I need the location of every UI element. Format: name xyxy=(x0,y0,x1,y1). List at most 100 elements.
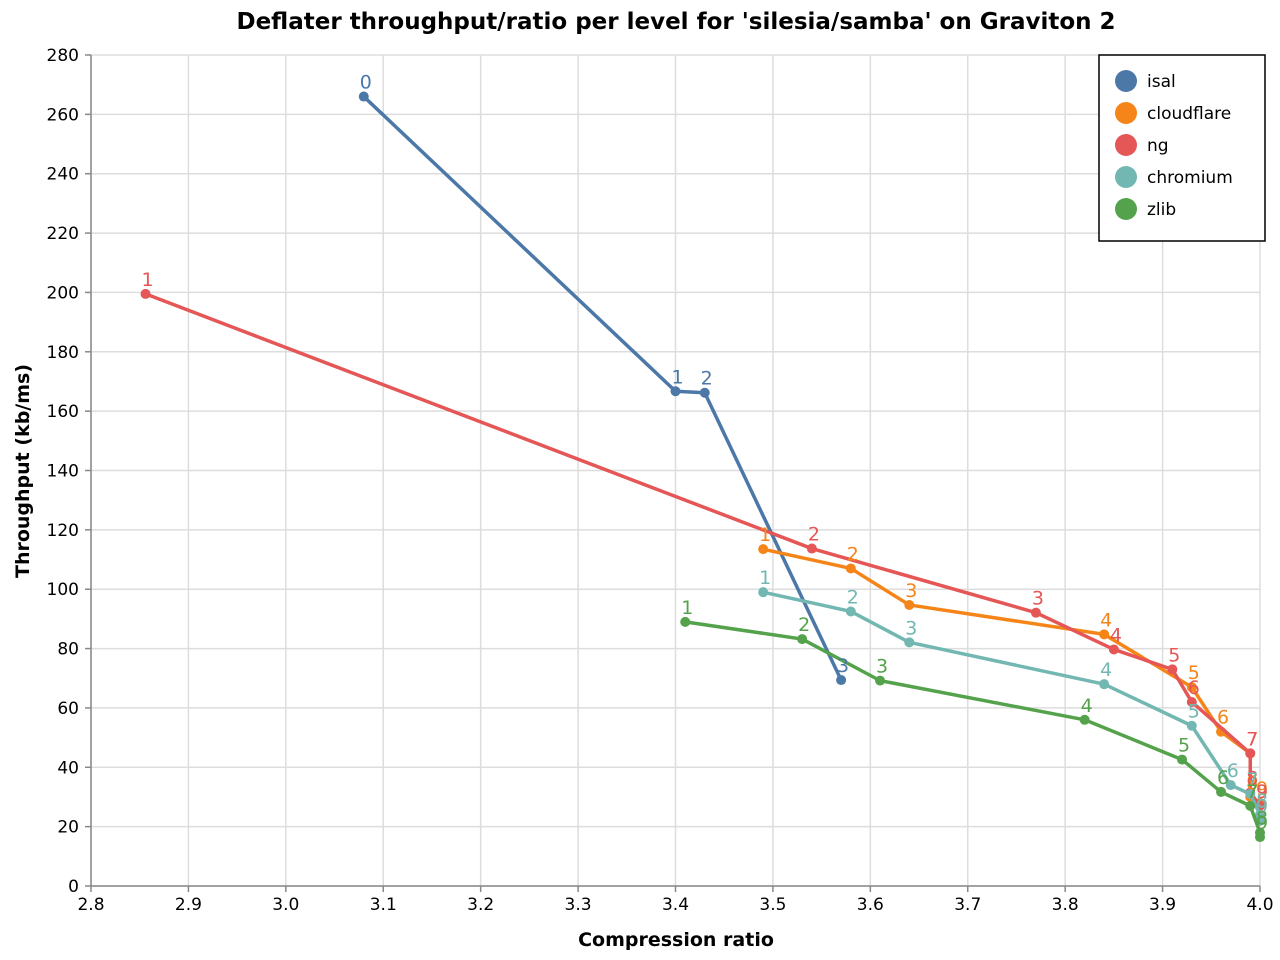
y-axis-title: Throughput (kb/ms) xyxy=(12,364,34,578)
y-tick-label: 180 xyxy=(47,343,79,363)
data-point-isal xyxy=(670,386,681,397)
point-label-ng: 8 xyxy=(1246,768,1258,790)
data-point-ng xyxy=(1030,607,1041,618)
y-tick-label: 140 xyxy=(47,462,79,482)
data-point-chromium xyxy=(1245,788,1256,799)
x-tick-label: 3.7 xyxy=(954,895,981,915)
data-point-chromium xyxy=(758,587,769,598)
data-point-cloudflare xyxy=(904,599,915,610)
data-point-chromium xyxy=(1225,780,1236,791)
data-point-cloudflare xyxy=(758,544,769,555)
y-tick-label: 80 xyxy=(57,640,79,660)
data-point-zlib xyxy=(1245,800,1256,811)
data-point-chromium xyxy=(904,637,915,648)
y-tick-label: 220 xyxy=(47,224,79,244)
point-label-cloudflare: 8 xyxy=(1246,772,1258,794)
data-point-chromium xyxy=(1186,720,1197,731)
data-point-chromium xyxy=(1099,679,1110,690)
point-label-zlib: 7 xyxy=(1246,781,1258,803)
series-zlib xyxy=(680,616,1265,843)
point-label-ng: 9 xyxy=(1256,781,1268,803)
point-label-chromium: 3 xyxy=(905,617,917,639)
point-label-ng: 3 xyxy=(1032,588,1044,610)
data-point-zlib xyxy=(875,675,886,686)
point-label-zlib: 1 xyxy=(681,597,693,619)
axes: 2.8 2.9 3.0 3.1 3.2 3.3 3.4 3.5 3.6 3.7 3.8 3.9 4.0 0… xyxy=(47,46,1274,915)
point-label-chromium: 2 xyxy=(847,586,859,608)
data-point-zlib xyxy=(1216,786,1227,797)
data-point-zlib xyxy=(1177,754,1188,765)
point-label-cloudflare: 4 xyxy=(1100,609,1112,631)
point-label-zlib: 6 xyxy=(1217,767,1229,789)
point-label-chromium: 7 xyxy=(1246,769,1258,791)
legend: isal cloudflare ng chromium zlib xyxy=(1098,54,1266,242)
x-tick-label: 2.9 xyxy=(175,895,202,915)
point-label-cloudflare: 3 xyxy=(905,580,917,602)
y-tick-label: 100 xyxy=(47,580,79,600)
legend-label-isal: isal xyxy=(1147,72,1176,92)
series-isal xyxy=(358,91,847,686)
y-tick-label: 120 xyxy=(47,521,79,541)
data-point-chromium xyxy=(845,606,856,617)
point-label-zlib: 4 xyxy=(1081,695,1093,717)
point-label-chromium: 6 xyxy=(1227,760,1239,782)
point-label-ng: 4 xyxy=(1110,624,1122,646)
data-point-ng xyxy=(1245,748,1256,759)
series-layer xyxy=(140,91,1265,843)
y-tick-label: 200 xyxy=(47,283,79,303)
point-label-zlib: 8 xyxy=(1256,808,1268,830)
point-label-chromium: 8 xyxy=(1256,790,1268,812)
legend-swatch-chromium xyxy=(1115,166,1137,188)
point-label-cloudflare: 1 xyxy=(759,524,771,546)
y-tick-label: 40 xyxy=(57,758,79,778)
data-point-ng xyxy=(1108,644,1119,655)
data-point-ng xyxy=(140,288,151,299)
point-label-zlib: 9 xyxy=(1256,812,1268,834)
point-label-ng: 5 xyxy=(1168,644,1180,666)
y-tick-label: 240 xyxy=(47,165,79,185)
point-label-cloudflare: 9 xyxy=(1256,778,1268,800)
legend-label-ng: ng xyxy=(1147,136,1169,156)
point-label-chromium: 4 xyxy=(1100,659,1112,681)
point-label-isal: 3 xyxy=(837,655,849,677)
data-point-ng xyxy=(1167,664,1178,675)
point-label-ng: 6 xyxy=(1188,677,1200,699)
legend-label-cloudflare: cloudflare xyxy=(1147,104,1231,124)
data-point-ng xyxy=(806,543,817,554)
x-tick-label: 3.3 xyxy=(565,895,592,915)
point-label-ng: 2 xyxy=(808,524,820,546)
data-point-isal xyxy=(358,91,369,102)
data-point-isal xyxy=(836,675,847,686)
point-label-cloudflare: 7 xyxy=(1246,728,1258,750)
point-label-chromium: 5 xyxy=(1188,701,1200,723)
point-label-isal: 1 xyxy=(671,366,683,388)
data-point-cloudflare xyxy=(845,563,856,574)
legend-swatch-zlib xyxy=(1115,198,1137,220)
y-tick-label: 260 xyxy=(47,105,79,125)
point-label-zlib: 3 xyxy=(876,656,888,678)
y-tick-label: 160 xyxy=(47,402,79,422)
data-point-ng xyxy=(1186,696,1197,707)
point-label-zlib: 5 xyxy=(1178,735,1190,757)
legend-swatch-ng xyxy=(1115,134,1137,156)
y-tick-label: 0 xyxy=(68,877,79,897)
data-point-cloudflare xyxy=(1099,629,1110,640)
point-label-ng: 1 xyxy=(142,269,154,291)
grid xyxy=(90,54,1261,887)
data-point-zlib xyxy=(680,616,691,627)
data-point-zlib xyxy=(1079,714,1090,725)
point-label-cloudflare: 5 xyxy=(1188,662,1200,684)
point-label-isal: 0 xyxy=(360,72,372,94)
point-label-cloudflare: 2 xyxy=(847,543,859,565)
x-tick-label: 3.2 xyxy=(467,895,494,915)
x-tick-label: 2.8 xyxy=(77,895,104,915)
y-tick-label: 60 xyxy=(57,699,79,719)
x-tick-label: 3.6 xyxy=(857,895,884,915)
y-tick-label: 20 xyxy=(57,818,79,838)
y-tick-label: 280 xyxy=(47,46,79,66)
data-point-isal xyxy=(699,387,710,398)
x-tick-label: 4.0 xyxy=(1246,895,1273,915)
x-tick-label: 3.5 xyxy=(759,895,786,915)
